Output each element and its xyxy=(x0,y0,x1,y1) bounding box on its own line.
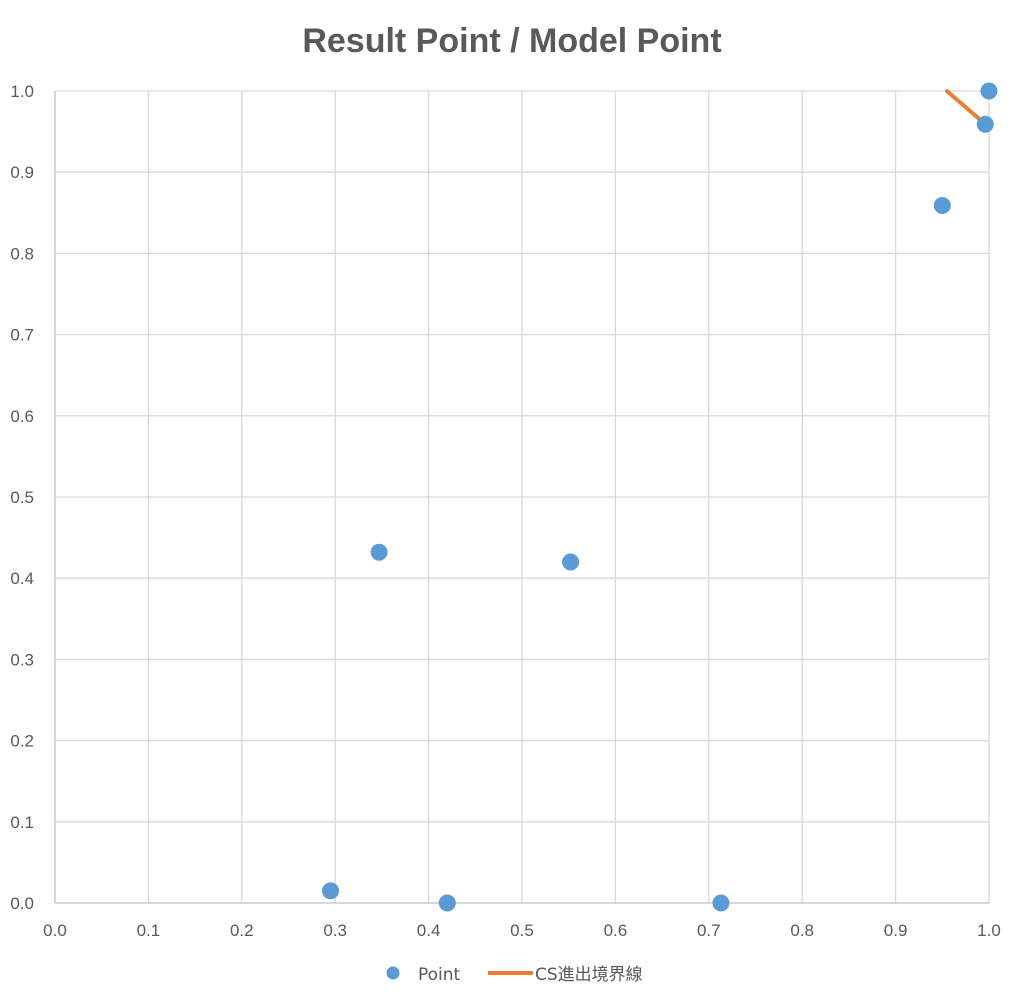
y-tick-label: 0.8 xyxy=(10,244,34,263)
y-tick-label: 0.9 xyxy=(10,163,34,182)
x-tick-label: 0.9 xyxy=(884,921,908,940)
chart-title: Result Point / Model Point xyxy=(302,22,721,60)
x-tick-label: 0.4 xyxy=(417,921,441,940)
data-point xyxy=(712,894,730,912)
data-point xyxy=(980,82,998,100)
x-tick-label: 0.5 xyxy=(510,921,534,940)
point-series xyxy=(322,82,998,912)
x-tick-label: 0.8 xyxy=(790,921,814,940)
y-tick-label: 0.6 xyxy=(10,407,34,426)
data-point xyxy=(976,115,994,133)
y-tick-labels: 0.0 0.1 0.2 0.3 0.4 0.5 0.6 0.7 0.8 0.9 1.0 xyxy=(10,82,34,913)
data-point xyxy=(933,196,951,214)
y-tick-label: 0.7 xyxy=(10,326,34,345)
legend-point-label: Point xyxy=(418,965,461,985)
x-tick-label: 0.3 xyxy=(323,921,347,940)
x-tick-label: 0.6 xyxy=(604,921,628,940)
data-point xyxy=(322,882,340,900)
y-tick-label: 0.1 xyxy=(10,813,34,832)
x-tick-label: 0.0 xyxy=(43,921,67,940)
axes xyxy=(54,91,989,904)
y-tick-label: 0.4 xyxy=(10,569,34,588)
legend-line-label: CS進出境界線 xyxy=(535,965,643,985)
legend-point-marker xyxy=(386,966,400,980)
data-point xyxy=(438,894,456,912)
x-tick-label: 0.2 xyxy=(230,921,254,940)
x-tick-label: 0.1 xyxy=(137,921,161,940)
y-tick-label: 1.0 xyxy=(10,82,34,101)
y-tick-label: 0.2 xyxy=(10,732,34,751)
x-tick-label: 0.7 xyxy=(697,921,721,940)
y-tick-label: 0.3 xyxy=(10,650,34,669)
y-tick-label: 0.5 xyxy=(10,488,34,507)
y-tick-label: 0.0 xyxy=(10,894,34,913)
gridlines xyxy=(55,90,990,903)
x-tick-labels: 0.0 0.1 0.2 0.3 0.4 0.5 0.6 0.7 0.8 0.9 1.0 xyxy=(43,921,1001,940)
data-point xyxy=(562,553,580,571)
legend: Point CS進出境界線 xyxy=(386,965,643,985)
data-point xyxy=(370,543,388,561)
x-tick-label: 1.0 xyxy=(977,921,1001,940)
